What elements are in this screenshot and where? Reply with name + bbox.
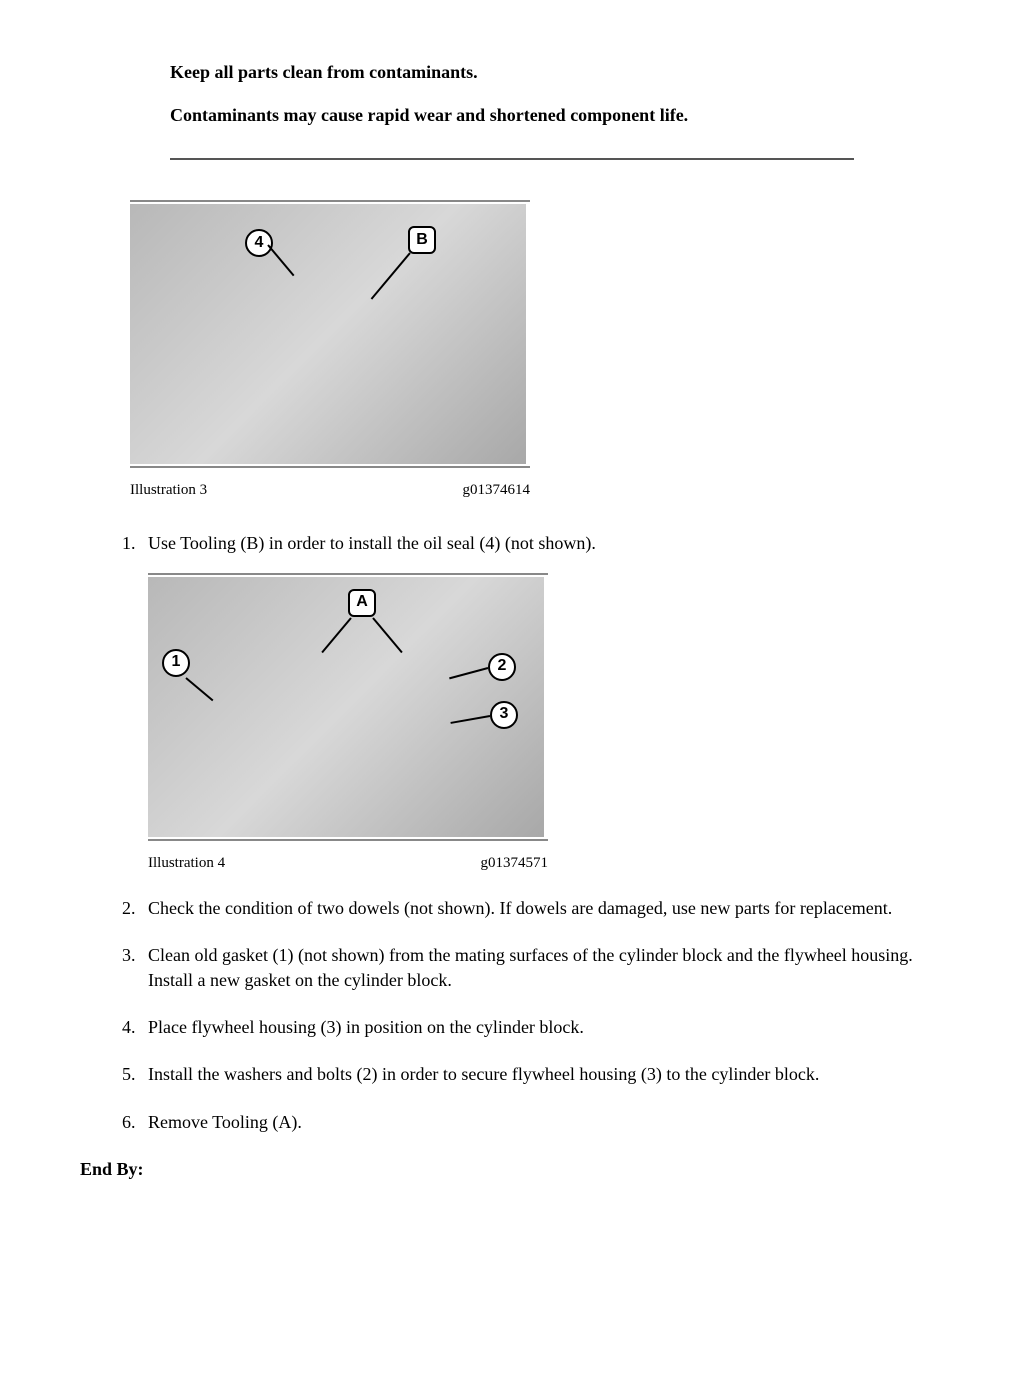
figure-3-caption: Illustration 3 g01374614 <box>130 480 530 501</box>
figure-4-image: A 1 2 3 <box>148 577 544 837</box>
step-1: Use Tooling (B) in order to install the … <box>140 531 944 873</box>
step-4-text: Place flywheel housing (3) in position o… <box>148 1017 584 1037</box>
figure-3-image: 4 B <box>130 204 526 464</box>
figure-4-frame: A 1 2 3 <box>148 573 548 841</box>
step-5-text: Install the washers and bolts (2) in ord… <box>148 1064 819 1084</box>
step-2-text: Check the condition of two dowels (not s… <box>148 898 892 918</box>
callout-4-line <box>267 245 294 277</box>
callout-4: 4 <box>245 229 273 257</box>
callout-A: A <box>348 589 376 617</box>
callout-A-line-right <box>372 617 402 653</box>
notice-line-1: Keep all parts clean from contaminants. <box>170 60 884 85</box>
figure-4-ref: g01374571 <box>481 853 549 874</box>
end-by: End By: <box>80 1157 944 1182</box>
step-6-text: Remove Tooling (A). <box>148 1112 302 1132</box>
step-2: Check the condition of two dowels (not s… <box>140 896 944 921</box>
figure-4-label: Illustration 4 <box>148 853 225 874</box>
callout-2-line <box>449 667 488 679</box>
callout-3-line <box>450 715 490 724</box>
callout-B-line <box>371 253 411 300</box>
callout-B: B <box>408 226 436 254</box>
divider <box>170 158 854 160</box>
figure-3-label: Illustration 3 <box>130 480 207 501</box>
step-3-text: Clean old gasket (1) (not shown) from th… <box>148 945 913 990</box>
figure-3: 4 B Illustration 3 g01374614 <box>130 200 944 501</box>
step-1-text: Use Tooling (B) in order to install the … <box>148 533 596 553</box>
callout-A-line-left <box>321 617 351 653</box>
notice-box: Keep all parts clean from contaminants. … <box>170 60 884 128</box>
step-6: Remove Tooling (A). <box>140 1110 944 1135</box>
step-4: Place flywheel housing (3) in position o… <box>140 1015 944 1040</box>
steps-list: Use Tooling (B) in order to install the … <box>125 531 944 1134</box>
callout-2: 2 <box>488 653 516 681</box>
callout-1: 1 <box>162 649 190 677</box>
figure-3-ref: g01374614 <box>463 480 531 501</box>
notice-line-2: Contaminants may cause rapid wear and sh… <box>170 103 884 128</box>
figure-3-frame: 4 B <box>130 200 530 468</box>
figure-4: A 1 2 3 Illustration 4 g01374571 <box>148 573 944 874</box>
figure-4-caption: Illustration 4 g01374571 <box>148 853 548 874</box>
step-5: Install the washers and bolts (2) in ord… <box>140 1062 944 1087</box>
callout-3: 3 <box>490 701 518 729</box>
step-3: Clean old gasket (1) (not shown) from th… <box>140 943 944 993</box>
callout-1-line <box>185 677 213 701</box>
